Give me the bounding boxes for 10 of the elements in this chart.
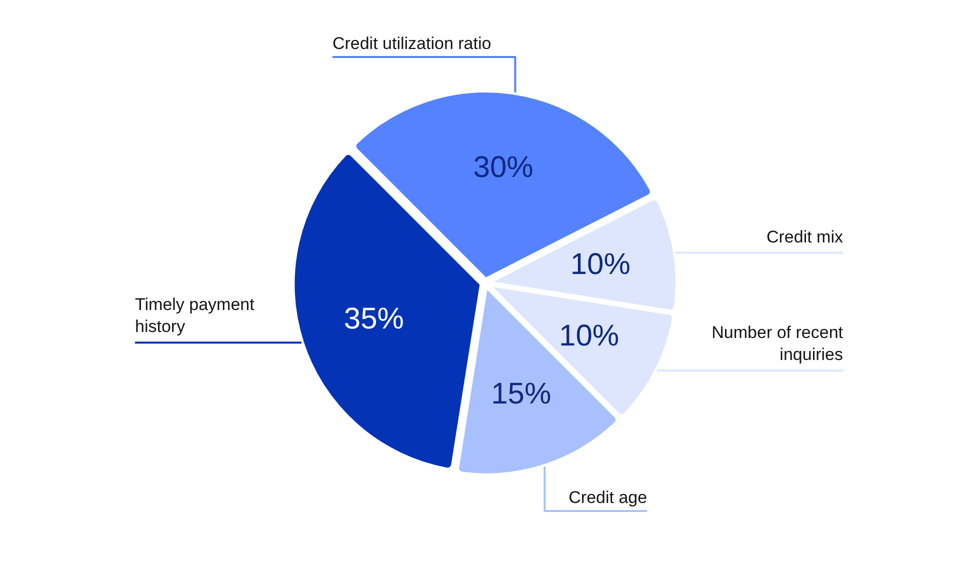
data-label: 15% (491, 378, 552, 411)
data-label: 35% (344, 302, 404, 336)
data-label: 10% (559, 320, 620, 353)
slice-label: Number of recent inquiries (712, 323, 844, 364)
data-label: 30% (473, 151, 534, 184)
slice-label: Credit mix (766, 227, 844, 246)
slice-label: Credit utilization ratio (332, 34, 492, 53)
data-label: 10% (570, 248, 630, 282)
slice-label: Timely payment history (135, 295, 260, 336)
slice-label: Credit age (568, 488, 648, 507)
